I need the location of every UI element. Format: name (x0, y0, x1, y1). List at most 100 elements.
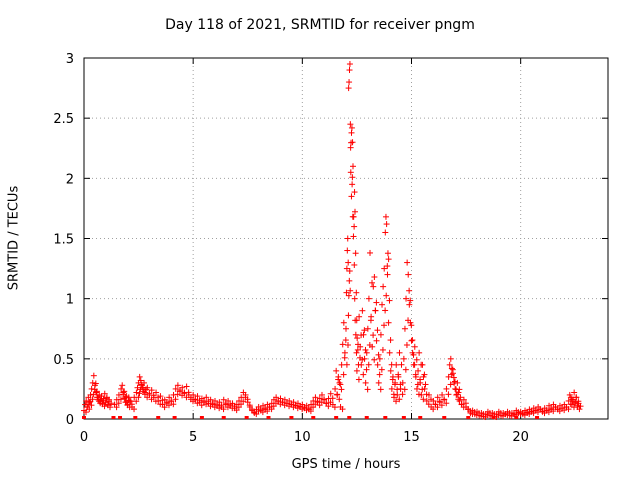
data-point (387, 337, 394, 344)
data-point (382, 229, 389, 236)
data-point (321, 396, 328, 403)
data-point (212, 397, 218, 404)
y-tick-label: 2 (66, 172, 74, 187)
data-point (360, 371, 367, 378)
y-tick-label: 2.5 (53, 112, 74, 127)
data-point (183, 383, 190, 390)
data-point (456, 386, 463, 393)
data-point (423, 397, 430, 404)
data-point (384, 271, 391, 278)
data-point (277, 395, 284, 402)
data-point (407, 319, 414, 326)
baseline-point (514, 416, 519, 419)
data-point (413, 356, 420, 363)
data-point (449, 370, 456, 377)
data-point (375, 379, 382, 386)
data-point (334, 391, 341, 398)
data-point (460, 396, 467, 403)
data-point (179, 384, 186, 391)
data-point (244, 399, 251, 406)
data-point (203, 394, 210, 401)
data-point (406, 287, 413, 294)
data-point (125, 394, 132, 401)
data-point (345, 259, 352, 266)
data-point (240, 398, 247, 405)
data-point (403, 295, 410, 302)
data-point (404, 259, 411, 266)
data-point (381, 265, 388, 272)
data-point (386, 349, 393, 356)
data-point (242, 391, 249, 398)
data-point (108, 400, 115, 407)
data-point (352, 317, 359, 324)
data-point (220, 406, 227, 413)
data-point (342, 337, 349, 344)
grid-lines (84, 58, 608, 419)
data-point (415, 367, 422, 374)
data-point (354, 335, 361, 342)
data-point (281, 396, 288, 403)
data-point (346, 267, 353, 274)
baseline-point (118, 416, 123, 419)
data-point (396, 349, 403, 356)
data-point (148, 387, 155, 394)
data-point (225, 397, 232, 404)
data-point (379, 301, 386, 308)
data-point (352, 331, 359, 338)
baseline-point (401, 416, 406, 419)
data-point (153, 389, 160, 396)
data-point (346, 79, 353, 86)
data-point (447, 381, 454, 388)
data-point (391, 394, 398, 401)
y-axis-label: SRMTID / TECUs (6, 185, 22, 291)
baseline-point (133, 416, 138, 419)
data-point (350, 213, 357, 220)
data-point (157, 393, 164, 400)
data-point (425, 391, 432, 398)
data-point (339, 341, 346, 348)
data-point (573, 394, 580, 401)
data-point (363, 349, 370, 356)
data-point (402, 366, 409, 373)
data-point (349, 163, 356, 170)
data-point (336, 379, 343, 386)
data-point (119, 382, 126, 389)
baseline-point (491, 416, 496, 419)
data-point (207, 396, 214, 403)
data-point (373, 337, 380, 344)
data-point (383, 292, 390, 299)
data-point (439, 391, 446, 398)
data-point (405, 271, 412, 278)
data-point (409, 349, 416, 356)
data-point (572, 399, 579, 406)
data-point (338, 361, 345, 368)
data-point (436, 399, 443, 406)
data-point (83, 409, 89, 416)
data-point (307, 408, 314, 415)
data-point (115, 391, 122, 398)
data-point (131, 406, 138, 413)
data-point (349, 139, 356, 146)
data-point (377, 386, 384, 393)
y-tick-label: 1 (66, 293, 74, 308)
data-point (351, 261, 358, 268)
data-point (318, 391, 325, 398)
data-point (290, 399, 297, 406)
baseline-point (334, 416, 339, 419)
baseline-point (442, 416, 447, 419)
data-point (454, 379, 461, 386)
data-point (417, 379, 424, 386)
data-point (172, 385, 179, 392)
data-point (335, 373, 342, 380)
data-point (382, 307, 389, 314)
data-point (372, 307, 379, 314)
data-point (450, 374, 457, 381)
data-point (347, 121, 354, 128)
data-point (447, 355, 454, 362)
data-point (170, 391, 177, 398)
data-point (353, 349, 360, 356)
data-point (430, 397, 437, 404)
data-point (399, 391, 406, 398)
data-point (403, 341, 410, 348)
